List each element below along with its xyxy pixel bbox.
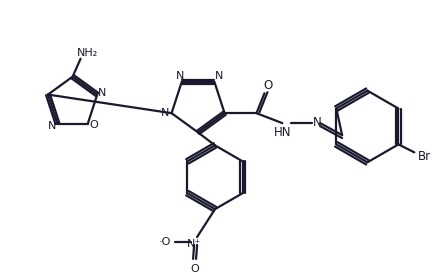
Text: N: N	[160, 108, 169, 118]
Text: HN: HN	[274, 126, 291, 139]
Text: O: O	[191, 264, 199, 274]
Text: O: O	[264, 79, 273, 92]
Text: N: N	[48, 120, 57, 131]
Text: O: O	[89, 120, 98, 130]
Text: N: N	[176, 71, 184, 81]
Text: N⁺: N⁺	[187, 239, 201, 249]
Text: N: N	[313, 116, 321, 129]
Text: Br: Br	[418, 150, 431, 163]
Text: N: N	[98, 87, 106, 98]
Text: N: N	[215, 71, 224, 81]
Text: NH₂: NH₂	[77, 48, 98, 58]
Text: ·O: ·O	[159, 237, 171, 247]
